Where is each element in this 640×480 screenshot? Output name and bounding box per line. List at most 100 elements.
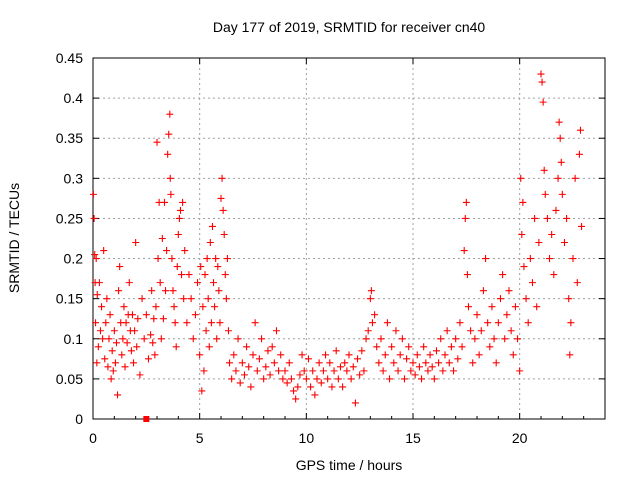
data-point [494,319,502,327]
data-point [217,194,225,202]
data-point [262,363,270,371]
data-point [158,235,166,242]
data-point [422,359,430,367]
data-point [516,367,524,375]
data-point [471,335,479,343]
data-point [557,158,565,166]
data-point [328,383,336,391]
data-point [332,347,340,355]
data-point [281,367,289,375]
data-point [439,367,447,375]
data-point [176,206,184,214]
data-point [215,287,223,295]
data-point [169,287,177,295]
data-point [152,303,160,311]
data-point [110,327,118,335]
data-point [555,118,563,126]
data-point [104,363,112,371]
x-tick-label: 5 [196,430,204,446]
data-point [507,327,515,335]
data-point [473,311,481,319]
data-point [166,174,174,182]
data-point [107,375,115,383]
data-point [147,331,155,339]
data-point [198,387,206,395]
data-point [336,363,344,371]
data-point [236,379,244,387]
data-point [95,279,103,287]
data-point [223,255,231,263]
data-point [556,134,564,142]
data-point [108,347,116,355]
data-point [296,371,304,379]
data-point [426,351,434,359]
data-point [304,355,312,363]
data-point [211,303,219,311]
data-point [218,174,226,182]
data-point [367,287,375,295]
data-point [224,327,232,335]
data-point [213,335,221,343]
data-point [381,351,389,359]
data-point [511,303,519,311]
data-point [283,379,291,387]
data-point [230,351,238,359]
data-point [189,335,197,343]
data-point [245,363,253,371]
data-point [116,263,124,271]
data-point [103,295,111,303]
data-point [130,359,138,367]
data-point [101,355,109,363]
data-point [228,375,236,383]
data-point [164,150,172,158]
data-point [181,247,189,255]
data-point [501,335,509,343]
data-point [112,339,120,347]
data-point [154,255,162,263]
data-point [178,271,186,279]
data-point [535,239,543,247]
data-point [386,375,394,383]
data-point [128,311,136,319]
data-point [150,315,158,323]
data-point [379,367,387,375]
data-point [163,247,171,255]
data-point [461,214,469,222]
y-axis-label: SRMTID / TECUs [6,183,22,293]
y-tick-label: 0.1 [64,331,84,347]
data-point [253,367,261,375]
data-point [187,295,195,303]
data-point [260,375,268,383]
data-point [249,351,257,359]
data-point [334,375,342,383]
data-point [475,351,483,359]
data-point [345,351,353,359]
data-point [388,343,396,351]
data-point [93,291,101,299]
data-point [576,126,584,134]
data-point [125,279,133,287]
data-point [174,230,182,238]
data-point [537,70,545,78]
data-point [447,343,455,351]
data-point [460,247,468,255]
data-point [462,198,470,206]
data-point [111,359,119,367]
data-point [415,363,423,371]
data-point [134,315,142,323]
data-point [91,251,99,259]
data-point [520,263,528,271]
x-tick-label: 10 [299,430,315,446]
data-point [270,359,278,367]
data-point [216,319,224,327]
data-point [123,339,131,347]
data-point [294,383,302,391]
data-point [277,351,285,359]
y-tick-label: 0.05 [56,371,83,387]
data-point [208,222,216,230]
data-point [464,303,472,311]
data-point [432,347,440,355]
data-point [292,395,300,403]
data-point [467,327,475,335]
data-point [220,230,228,238]
